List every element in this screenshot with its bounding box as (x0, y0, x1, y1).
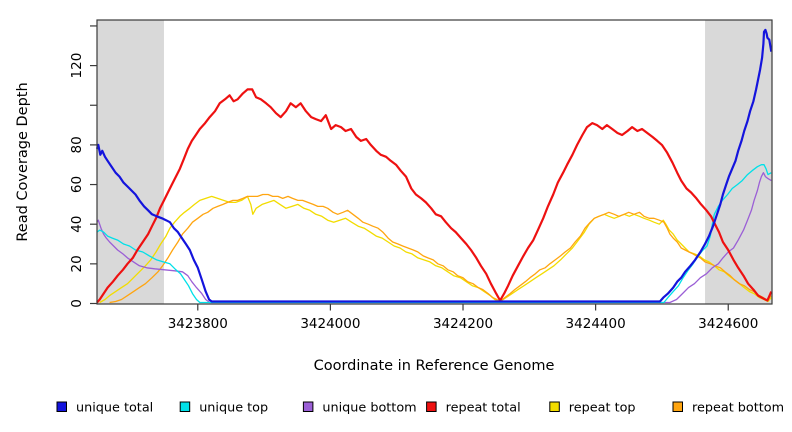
legend-swatch-unique-top (179, 401, 191, 412)
y-axis-title: Read Coverage Depth (15, 82, 31, 241)
plot-border (96, 19, 773, 305)
legend-swatch-unique-total (56, 401, 67, 412)
series-line-unique-total (95, 28, 773, 303)
legend-swatch-repeat-total (426, 401, 437, 412)
y-axis-ticks: 0 20 40 60 80 120 (69, 25, 97, 308)
x-tick-label: 3424400 (566, 316, 626, 332)
x-axis-title: Coordinate in Reference Genome (314, 358, 555, 374)
x-tick-label: 3424000 (300, 316, 360, 332)
y-tick-label: 0 (69, 299, 85, 308)
legend-label-repeat-bottom: repeat bottom (692, 401, 784, 416)
series-line-repeat-top (99, 195, 772, 304)
y-tick-label: 120 (69, 53, 85, 79)
legend-swatch-repeat-top (549, 401, 560, 412)
x-tick-label: 3424200 (433, 316, 493, 332)
series-line-repeat-bottom (109, 193, 772, 304)
y-tick-label: 80 (69, 136, 85, 153)
y-tick-label: 60 (69, 176, 85, 193)
series-line-unique-top (96, 164, 772, 304)
legend-label-repeat-top: repeat top (569, 401, 636, 416)
legend-swatch-unique-bottom (302, 401, 314, 412)
y-tick-label: 40 (69, 216, 85, 233)
series-line-unique-bottom (96, 172, 772, 304)
series-line-repeat-total (96, 88, 773, 304)
x-axis-ticks: 3423800 3424000 3424200 3424400 3424600 (168, 304, 758, 332)
legend: unique total unique top unique bottom repea… (56, 401, 784, 416)
y-tick-label: 20 (69, 255, 85, 272)
series-lines (95, 28, 773, 304)
legend-label-unique-bottom: unique bottom (322, 401, 416, 416)
legend-label-unique-total: unique total (76, 401, 153, 416)
legend-label-unique-top: unique top (199, 401, 268, 416)
legend-label-repeat-total: repeat total (446, 401, 521, 416)
x-tick-label: 3424600 (698, 316, 758, 332)
legend-swatch-repeat-bottom (672, 401, 683, 412)
x-tick-label: 3423800 (168, 316, 228, 332)
